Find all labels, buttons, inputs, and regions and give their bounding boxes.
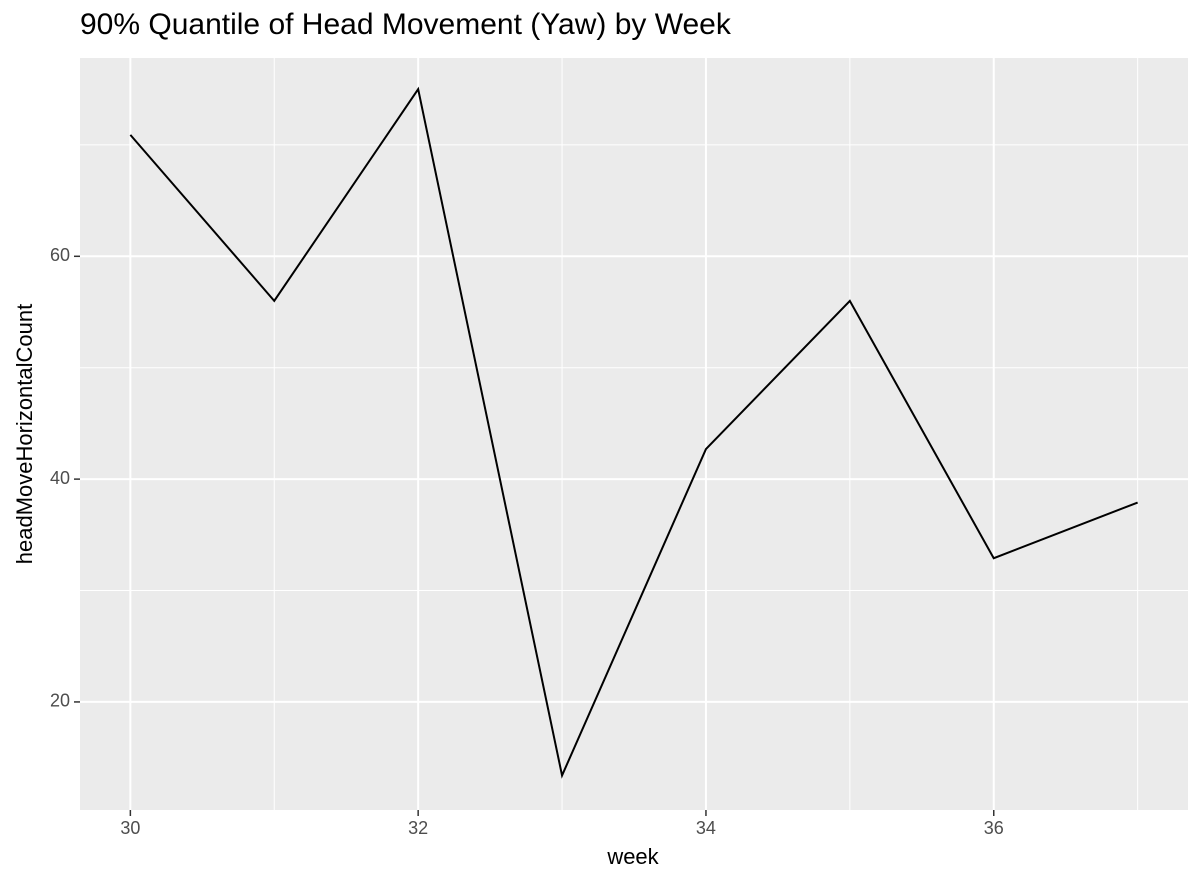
y-tick-label: 20 (50, 691, 70, 711)
x-axis-label: week (606, 844, 659, 869)
y-axis-label: headMoveHorizontalCount (12, 304, 37, 565)
x-tick-label: 32 (408, 818, 428, 838)
plot-panel (80, 58, 1188, 810)
x-tick-label: 30 (120, 818, 140, 838)
x-tick-label: 36 (984, 818, 1004, 838)
y-tick-label: 40 (50, 468, 70, 488)
x-tick-label: 34 (696, 818, 716, 838)
line (129, 86, 1139, 779)
y-tick-label: 60 (50, 245, 70, 265)
chart-title: 90% Quantile of Head Movement (Yaw) by W… (80, 8, 732, 41)
